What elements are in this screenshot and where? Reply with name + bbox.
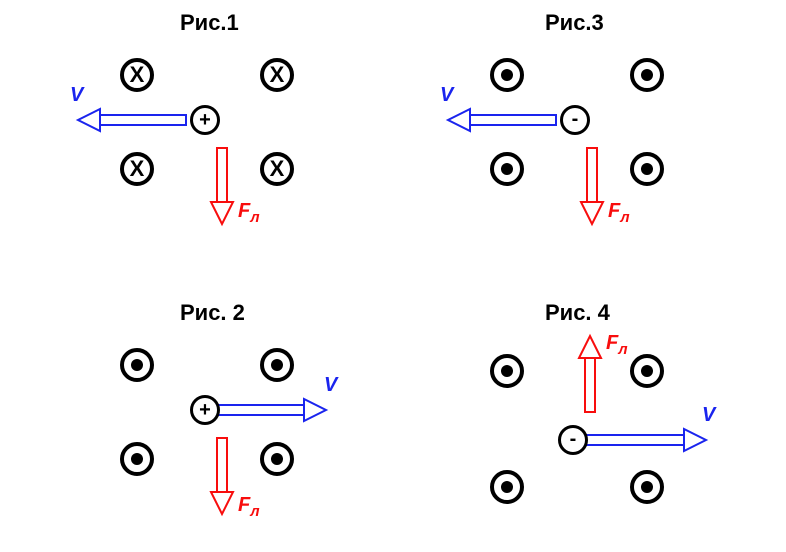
velocity-label: V (702, 404, 715, 427)
negative-charge: - (558, 425, 588, 455)
force-label: Fл (606, 332, 628, 358)
physics-diagram-canvas: Рис.1XXXX+VFлРис. 2+VFлРис.3-VFлРис. 4-V… (0, 0, 786, 552)
force-arrow (0, 0, 786, 552)
